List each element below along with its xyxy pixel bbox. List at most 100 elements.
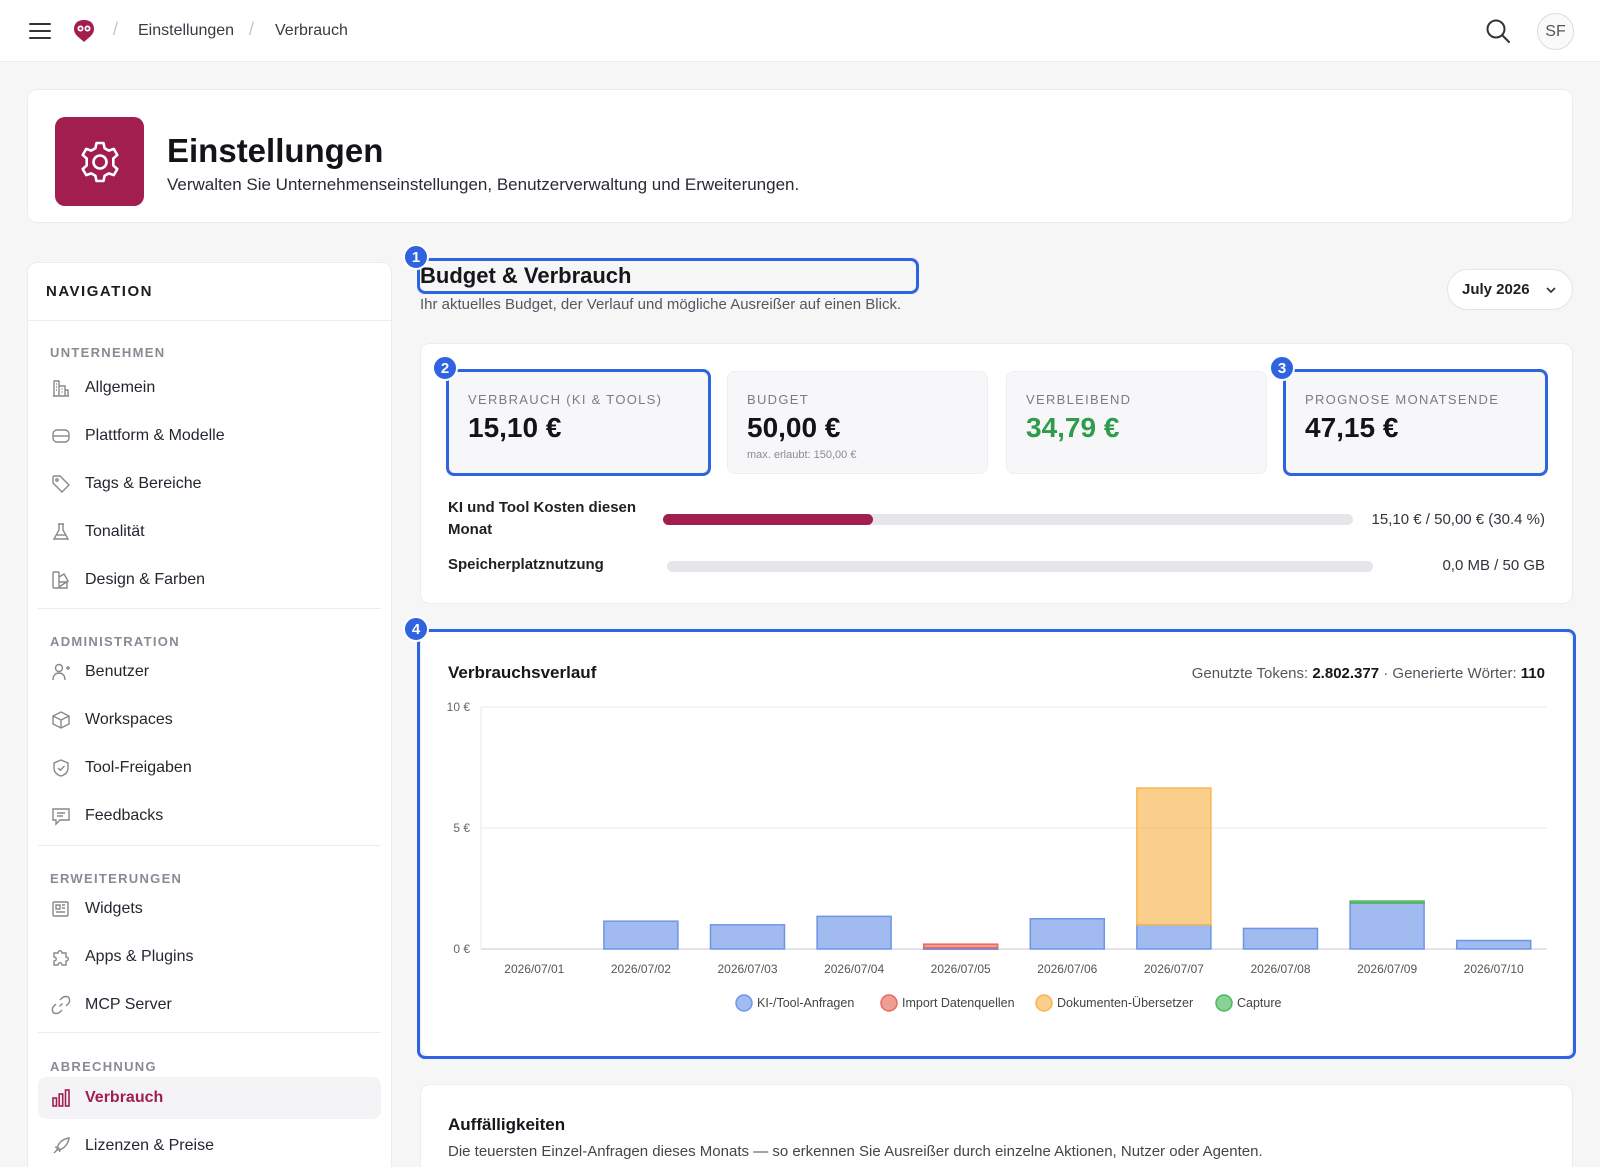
nav-section-unternehmen: UNTERNEHMEN xyxy=(50,345,166,360)
breadcrumb-settings[interactable]: Einstellungen xyxy=(138,22,235,39)
brand-logo[interactable] xyxy=(72,18,96,44)
sidebar-item-label: Feedbacks xyxy=(85,807,164,824)
legend-swatch xyxy=(1035,994,1053,1012)
stat-value: 34,79 € xyxy=(1026,412,1120,443)
breadcrumb-usage[interactable]: Verbrauch xyxy=(275,22,348,39)
legend-swatch xyxy=(735,994,753,1012)
sidebar-item-label: Design & Farben xyxy=(85,571,206,588)
page-title: Einstellungen xyxy=(167,132,384,169)
user-add-icon xyxy=(52,663,70,681)
x-tick-label: 2026/07/09 xyxy=(1357,962,1417,976)
sidebar-item-design[interactable]: Design & Farben xyxy=(38,559,381,601)
bar-segment xyxy=(709,924,786,950)
chat-icon xyxy=(52,808,70,826)
chart-stats: Genutzte Tokens: 2.802.377 · Generierte … xyxy=(1192,665,1545,682)
divider xyxy=(38,845,381,846)
stat-card-budget: BUDGET 50,00 € max. erlaubt: 150,00 € xyxy=(727,371,988,474)
sidebar-item-tonalitaet[interactable]: Tonalität xyxy=(38,511,381,553)
storage-progress-track xyxy=(667,561,1373,572)
newspaper-icon xyxy=(52,901,69,917)
cost-bar-label: KI und Tool Kosten diesen Monat xyxy=(448,499,637,538)
nav-section-administration: ADMINISTRATION xyxy=(50,634,180,649)
sidebar-item-widgets[interactable]: Widgets xyxy=(38,888,381,930)
usage-chart: 0 € 5 € 10 € 2026/07/01 2026/07/02 2026/07/03… xyxy=(447,700,1547,1012)
sidebar-item-label: Tonalität xyxy=(85,523,145,540)
bar-segment xyxy=(1455,939,1532,950)
stat-label: PROGNOSE MONATSENDE xyxy=(1305,392,1500,407)
nav-section-abrechnung: ABRECHNUNG xyxy=(50,1059,157,1074)
sidebar-item-label: Allgemein xyxy=(85,379,156,396)
divider xyxy=(38,608,381,609)
sidebar-item-label: Verbrauch xyxy=(85,1089,164,1106)
divider xyxy=(38,1032,381,1033)
gear-icon xyxy=(55,117,144,206)
breadcrumb-separator: / xyxy=(113,19,119,39)
bar-segment xyxy=(1349,902,1425,950)
x-tick-label: 2026/07/06 xyxy=(1037,962,1097,976)
usage-history-card: 0 € 5 € 10 € 2026/07/01 2026/07/02 2026/07/03… xyxy=(420,631,1573,1057)
chevron-down-icon xyxy=(1546,287,1556,294)
sidebar-item-plattform[interactable]: Plattform & Modelle xyxy=(38,415,381,457)
stat-card-remaining: VERBLEIBEND 34,79 € xyxy=(1006,371,1267,474)
storage-bar-label: Speicherplatznutzung xyxy=(448,556,604,573)
sidebar-navigation: NAVIGATION UNTERNEHMEN Allgemein Plattfo… xyxy=(27,262,392,1167)
bar-chart-icon xyxy=(52,1089,70,1107)
sidebar-item-label: Benutzer xyxy=(85,663,150,680)
sidebar-item-tags[interactable]: Tags & Bereiche xyxy=(38,463,381,505)
tokens-label: Genutzte Tokens: xyxy=(1191,665,1309,682)
sidebar-item-tool-freigaben[interactable]: Tool-Freigaben xyxy=(38,747,381,789)
stat-label: VERBRAUCH (KI & TOOLS) xyxy=(468,392,663,407)
hamburger-icon[interactable] xyxy=(28,20,52,42)
sidebar-item-label: Workspaces xyxy=(85,711,173,728)
sidebar-item-workspaces[interactable]: Workspaces xyxy=(38,699,381,741)
section-subtitle: Ihr aktuelles Budget, der Verlauf und mö… xyxy=(420,296,902,313)
sidebar-item-label: Plattform & Modelle xyxy=(85,427,225,444)
bar-segment xyxy=(603,920,679,950)
annotation-badge-2: 2 xyxy=(432,355,458,381)
cost-progress-track xyxy=(663,514,1353,525)
month-select-value: July 2026 xyxy=(1462,281,1530,298)
anomalies-title: Auffälligkeiten xyxy=(448,1115,566,1134)
palette-icon xyxy=(52,571,69,589)
stat-card-usage: VERBRAUCH (KI & TOOLS) 15,10 € xyxy=(448,371,709,474)
legend-label: Capture xyxy=(1237,996,1282,1010)
sidebar-item-label: Tool-Freigaben xyxy=(85,759,192,776)
x-tick-label: 2026/07/10 xyxy=(1464,962,1524,976)
anomalies-subtitle: Die teuersten Einzel-Anfragen dieses Mon… xyxy=(448,1143,1263,1160)
y-tick-label: 0 € xyxy=(453,942,470,956)
chart-title: Verbrauchsverlauf xyxy=(448,663,597,682)
annotation-badge-1: 1 xyxy=(403,244,429,270)
x-tick-label: 2026/07/05 xyxy=(931,962,991,976)
tokens-value: 2.802.377 xyxy=(1312,665,1380,682)
puzzle-icon xyxy=(53,950,69,966)
sidebar-item-lizenzen[interactable]: Lizenzen & Preise xyxy=(38,1125,381,1167)
sidebar-item-verbrauch[interactable]: Verbrauch xyxy=(38,1077,381,1119)
legend-label: Dokumenten-Übersetzer xyxy=(1057,996,1193,1010)
stat-label: BUDGET xyxy=(747,392,809,407)
search-icon[interactable] xyxy=(1484,17,1512,45)
divider xyxy=(28,320,391,321)
settings-header-card: Einstellungen Verwalten Sie Unternehmens… xyxy=(27,89,1573,223)
storage-bar-value: 0,0 MB / 50 GB xyxy=(1442,557,1545,574)
y-tick-label: 10 € xyxy=(447,700,471,714)
stat-value: 47,15 € xyxy=(1305,412,1399,443)
sidebar-item-allgemein[interactable]: Allgemein xyxy=(38,367,381,409)
link-icon xyxy=(51,995,71,1015)
stat-label: VERBLEIBEND xyxy=(1026,392,1132,407)
bar-segment xyxy=(1136,787,1212,926)
sidebar-item-mcp[interactable]: MCP Server xyxy=(38,984,381,1026)
month-select[interactable]: July 2026 xyxy=(1447,269,1573,310)
tag-icon xyxy=(52,475,70,493)
cube-icon xyxy=(52,711,70,729)
sidebar-item-benutzer[interactable]: Benutzer xyxy=(38,651,381,693)
sidebar-item-feedbacks[interactable]: Feedbacks xyxy=(38,795,381,837)
words-value: 110 xyxy=(1520,665,1545,682)
x-tick-label: 2026/07/03 xyxy=(717,962,777,976)
avatar[interactable]: SF xyxy=(1537,13,1574,50)
words-label: · Generierte Wörter: xyxy=(1383,665,1517,682)
bar-segment xyxy=(1029,918,1106,950)
cost-bar-value: 15,10 € / 50,00 € (30.4 %) xyxy=(1371,511,1545,528)
top-bar: / Einstellungen / Verbrauch SF xyxy=(0,0,1600,62)
cost-progress-fill xyxy=(663,514,873,525)
sidebar-item-apps[interactable]: Apps & Plugins xyxy=(38,936,381,978)
